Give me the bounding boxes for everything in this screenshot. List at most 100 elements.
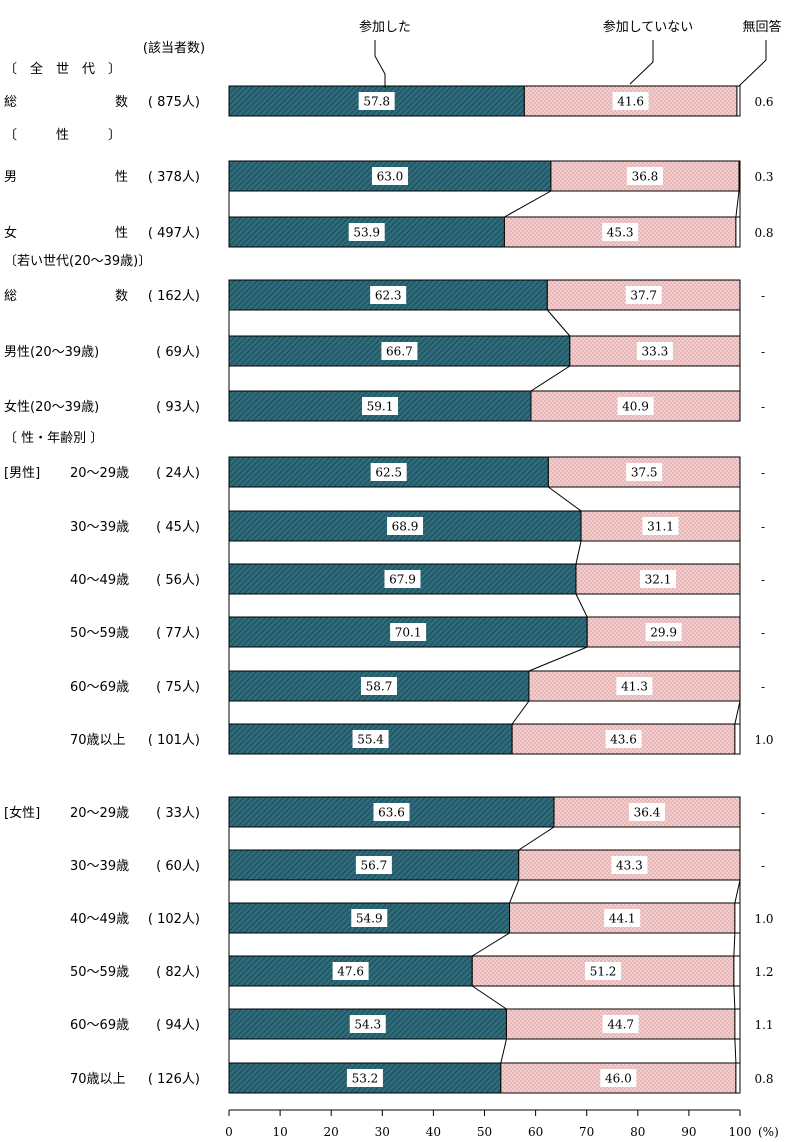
x-tick-label-90: 90 [681,1125,696,1139]
row-label-f-70: 70歳以上 [70,1072,126,1087]
connector-participated-f-70 [500,1038,507,1064]
value-label-not-participated-m-50: 29.9 [650,626,677,640]
connector-not-participated-f-70 [734,1038,737,1064]
row-count-f-30: ( 60人) [156,859,200,874]
row-label-suffix-sex-female: 性 [115,226,128,241]
value-box-not-participated-f-40 [604,909,641,927]
value-label-not-participated-young-male: 33.3 [642,345,669,359]
value-label-no-answer-f-30: - [761,859,765,873]
value-label-no-answer-young-total: - [761,289,765,303]
value-label-not-participated-m-40: 32.1 [645,573,672,587]
leader-no-answer [738,40,767,87]
value-box-not-participated-young-female [617,397,654,415]
row-label-f-40: 40～49歳 [70,912,129,927]
value-label-participated-f-60: 54.3 [354,1018,381,1032]
value-label-no-answer-sex-female: 0.8 [754,226,773,240]
connector-participated-sex-female [504,190,552,218]
row-label-m-20: 20～29歳 [70,466,129,481]
x-tick-label-0: 0 [225,1125,233,1139]
value-label-no-answer-m-30: - [761,520,765,534]
value-box-not-participated-young-male [636,342,673,360]
value-box-not-participated-f-70 [600,1069,637,1087]
row-label-f-50: 50～59歳 [70,965,129,980]
connector-not-participated-f-40 [734,879,741,904]
row-count-f-50: ( 82人) [156,965,200,980]
x-tick-label-10: 10 [272,1125,287,1139]
value-box-participated-m-30 [387,517,424,535]
value-label-no-answer-all-total: 0.6 [754,95,773,109]
x-tick-label-20: 20 [324,1125,339,1139]
row-count-all-total: ( 875人) [148,95,200,110]
section-header-young: 〔若い世代(20～39歳)〕 [4,253,151,269]
value-label-participated-m-30: 68.9 [392,520,419,534]
bar-no-answer-all-total [736,85,741,117]
row-count-young-total: ( 162人) [148,289,200,304]
x-tick-label-100: 100 [729,1125,752,1139]
value-label-not-participated-sex-male: 36.8 [632,170,659,184]
leader-not-participated [629,40,654,85]
value-label-no-answer-f-40: 1.0 [754,912,773,926]
value-box-not-participated-m-60 [616,677,653,695]
row-count-m-40: ( 56人) [156,573,200,588]
connector-not-participated-sex-female [735,190,740,218]
row-count-f-20: ( 33人) [156,806,200,821]
connector-participated-m-70 [511,700,530,725]
group-label-female-age: [女性] [4,805,40,821]
connector-participated-f-30 [518,826,555,851]
value-label-not-participated-m-30: 31.1 [647,520,674,534]
value-label-no-answer-m-40: - [761,573,765,587]
row-label-f-20: 20～29歳 [70,806,129,821]
value-label-not-participated-f-70: 46.0 [605,1072,632,1086]
row-label-all-total: 総 [4,95,17,110]
value-label-not-participated-m-70: 43.6 [610,733,637,747]
value-box-not-participated-young-total [625,286,662,304]
value-label-participated-m-70: 55.4 [357,733,384,747]
value-label-participated-f-50: 47.6 [337,965,364,979]
row-count-young-female: ( 93人) [156,400,200,415]
value-label-not-participated-young-total: 37.7 [630,289,657,303]
row-label-suffix-sex-male: 性 [115,170,128,185]
row-label-m-40: 40～49歳 [70,573,129,588]
row-count-m-60: ( 75人) [156,680,200,695]
value-label-not-participated-m-60: 41.3 [621,680,648,694]
section-header-male-age: 〔 性・年齢別 〕 [4,431,103,446]
x-tick-label-80: 80 [630,1125,645,1139]
connector-not-participated-m-70 [734,700,741,725]
row-count-m-20: ( 24人) [156,466,200,481]
row-count-m-30: ( 45人) [156,520,200,535]
legend-not-participated: 参加していない [603,19,694,35]
value-label-not-participated-f-60: 44.7 [607,1018,634,1032]
connector-participated-f-50 [471,932,510,957]
value-box-participated-m-70 [352,730,389,748]
value-box-participated-all-total [358,92,395,110]
value-label-participated-young-female: 59.1 [367,400,394,414]
connector-participated-f-60 [471,985,507,1010]
bar-not-participated-young-female [530,390,741,422]
row-label-young-male: 男性(20～39歳) [4,345,99,360]
row-label-m-30: 30～39歳 [70,520,129,535]
value-label-participated-m-20: 62.5 [375,466,402,480]
connector-not-participated-f-50 [733,932,736,957]
value-box-not-participated-m-50 [645,623,682,641]
row-count-sex-female: ( 497人) [148,226,200,241]
value-box-participated-sex-male [371,167,408,185]
value-box-not-participated-f-20 [628,803,665,821]
value-box-not-participated-m-70 [605,730,642,748]
row-label-suffix-all-total: 数 [115,95,128,110]
section-header-sex: 〔 性 〕 [4,128,121,143]
value-label-not-participated-all-total: 41.6 [617,95,644,109]
connector-participated-m-60 [528,646,588,672]
value-label-no-answer-sex-male: 0.3 [754,170,773,184]
bar-no-answer-f-40 [734,902,741,934]
connector-participated-m-50 [575,593,588,618]
bar-participated-m-50 [228,616,588,648]
row-label-m-50: 50～59歳 [70,626,129,641]
bar-not-participated-young-male [569,335,741,367]
value-label-participated-sex-male: 63.0 [377,170,404,184]
value-label-no-answer-f-50: 1.2 [754,965,773,979]
row-label-young-total: 総 [4,289,17,304]
x-tick-label-30: 30 [375,1125,390,1139]
value-box-not-participated-sex-female [602,223,639,241]
section-header-all: 〔 全 世 代 〕 [4,61,121,77]
